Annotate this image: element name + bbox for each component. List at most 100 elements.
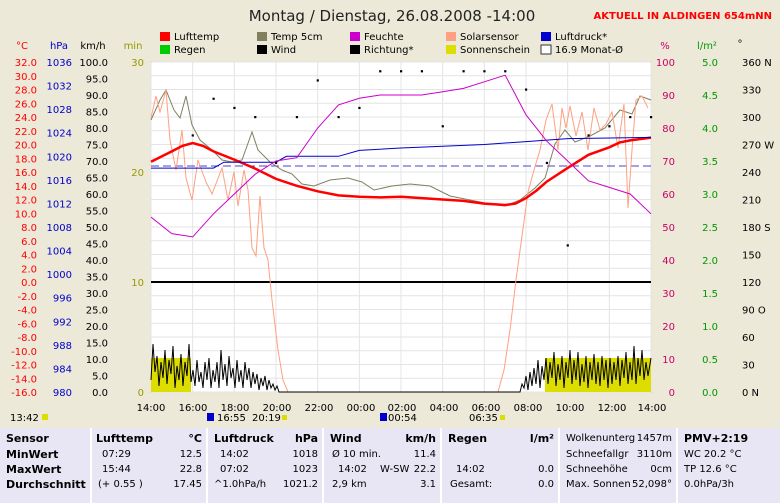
- hdr-luftdruck: Luftdruck: [214, 432, 274, 445]
- extra-value: 3110m: [636, 449, 672, 460]
- temp-axis-label: 24.0: [15, 113, 37, 124]
- unit-deg: °: [738, 39, 743, 50]
- legend-swatch-monat: [540, 44, 552, 55]
- humidity-axis-label: 50: [662, 223, 675, 234]
- chart-title: Montag / Dienstag, 26.08.2008 -14:00: [249, 7, 536, 25]
- series-wind: [150, 343, 652, 393]
- extra-value: 0cm: [650, 464, 672, 475]
- unit-c: °C: [16, 41, 28, 52]
- temp-axis-label: -14.0: [11, 374, 37, 385]
- time-mark-left-marker: [42, 414, 48, 420]
- rain-axis-label: 1.0: [702, 322, 718, 333]
- humidity-axis-label: 70: [662, 157, 675, 168]
- wind-axis-label: 90.0: [86, 91, 108, 102]
- direction-axis-label: 270 W: [742, 141, 774, 152]
- x-tick-label: 10:00: [556, 403, 585, 414]
- time-mark: 06:35: [469, 413, 498, 424]
- moon-icon: [380, 413, 387, 421]
- rain-axis-label: 1.5: [702, 289, 718, 300]
- pressure-axis-label: 1020: [47, 152, 72, 163]
- hdr-pmv: PMV+2:19: [684, 432, 749, 445]
- direction-axis-label: 300: [742, 113, 761, 124]
- pressure-axis-label: 1028: [47, 105, 72, 116]
- temp-axis-label: -10.0: [11, 347, 37, 358]
- col-wind: Wind km/h Ø 10 min. 11.4 14:02 W-SW 22.2 2,9…: [322, 428, 442, 503]
- direction-point: [483, 70, 486, 73]
- direction-axis-label: 240: [742, 168, 761, 179]
- pressure-axis-label: 1016: [47, 176, 72, 187]
- status-label: AKTUELL IN ALDINGEN 654mNN: [594, 11, 772, 22]
- cell: 1021.2: [283, 479, 318, 490]
- temp-axis-label: 16.0: [15, 168, 37, 179]
- x-tick-label: 00:00: [347, 403, 376, 414]
- row-label: MaxWert: [6, 463, 62, 476]
- x-tick-label: 18:00: [221, 403, 250, 414]
- unit-pct: %: [660, 41, 670, 52]
- pressure-axis-label: 1000: [47, 270, 72, 281]
- sun-axis-label: 0: [138, 388, 144, 399]
- legend: Lufttemp Temp 5cm Feuchte Solarsensor Lu…: [160, 32, 623, 56]
- direction-axis-label: 210: [742, 196, 761, 207]
- legend-label-monat: 16.9 Monat-Ø: [555, 44, 623, 56]
- hdr-regen: Regen: [448, 432, 488, 445]
- wind-axis-label: 100.0: [79, 58, 108, 69]
- temp-axis-label: 10.0: [15, 209, 37, 220]
- temp-axis-label: 26.0: [15, 99, 37, 110]
- sun-axis-label: 10: [131, 278, 144, 289]
- wind-axis-label: 35.0: [86, 273, 108, 284]
- legend-swatch-feuchte: [350, 32, 360, 41]
- extra-value: 1457m: [636, 433, 672, 444]
- wind-axis-label: 80.0: [86, 124, 108, 135]
- temp-axis-label: 22.0: [15, 127, 37, 138]
- time-mark: 20:19: [252, 413, 281, 424]
- direction-axis-label: 180 S: [742, 223, 771, 234]
- hdr-hpa: hPa: [294, 432, 318, 445]
- series-lufttemp: [150, 136, 652, 207]
- legend-label-richtung: Richtung*: [364, 45, 414, 56]
- cell: 1023: [292, 464, 318, 475]
- humidity-axis-label: 30: [662, 289, 675, 300]
- pressure-axis-label: 1024: [47, 129, 72, 140]
- cell: 14:02: [456, 464, 485, 475]
- direction-axis-label: 30: [742, 361, 755, 372]
- cell: (+ 0.55 ): [98, 479, 143, 490]
- cell: 0.0: [538, 479, 554, 490]
- direction-axis-label: 330: [742, 86, 761, 97]
- row-label: MinWert: [6, 448, 59, 461]
- hdr-wind: Wind: [330, 432, 362, 445]
- cell: ^1.0hPa/h: [214, 479, 267, 490]
- col-extra: Wolkenunterg 1457m Schneefallgr 3110m Schn…: [558, 428, 678, 503]
- direction-point: [379, 70, 382, 73]
- axes: 32.0 30.0 28.0 26.0 24.0 22.0 20.0 18.0 16.0 14.0…: [11, 58, 774, 399]
- rain-axis-label: 2.0: [702, 256, 718, 267]
- col-regen: Regen l/m² 14:02 0.0 Gesamt: 0.0: [440, 428, 560, 503]
- direction-axis-label: 60: [742, 333, 755, 344]
- stats-table: Sensor MinWert MaxWert Durchschnitt Luft…: [0, 428, 780, 503]
- rain-axis-label: 0.5: [702, 355, 718, 366]
- direction-point: [650, 116, 653, 119]
- sunrise-icon: [207, 413, 214, 421]
- wind-axis-label: 75.0: [86, 141, 108, 152]
- extra-label: Wolkenunterg: [566, 433, 636, 444]
- cell: 12.5: [179, 449, 202, 460]
- cell: 2,9 km: [332, 479, 367, 490]
- temp-axis-label: 28.0: [15, 86, 37, 97]
- col-luftdruck: Luftdruck hPa 14:02 1018 07:02 1023 ^1.0hPa…: [206, 428, 324, 503]
- wind-axis-label: 50.0: [86, 223, 108, 234]
- temp-axis-label: 18.0: [15, 154, 37, 165]
- direction-point: [295, 116, 299, 119]
- wind-axis-label: 40.0: [86, 256, 108, 267]
- rain-axis-label: 4.5: [702, 91, 718, 102]
- rain-axis-label: 0.0: [702, 388, 718, 399]
- x-tick-label: 20:00: [263, 403, 292, 414]
- legend-swatch-lufttemp: [160, 32, 170, 41]
- cell: 15:44: [102, 464, 131, 475]
- cell: 1018: [292, 449, 318, 460]
- temp-axis-label: 14.0: [15, 182, 37, 193]
- pressure-axis-label: 1032: [47, 82, 72, 93]
- reference-lines: [151, 165, 651, 283]
- humidity-axis-label: 90: [662, 91, 675, 102]
- col-pmv: PMV+2:19 WC 20.2 °C TP 12.6 °C 0.0hPa/3h: [676, 428, 780, 503]
- cell: 14:02: [220, 449, 249, 460]
- temp-axis-label: -12.0: [11, 361, 37, 372]
